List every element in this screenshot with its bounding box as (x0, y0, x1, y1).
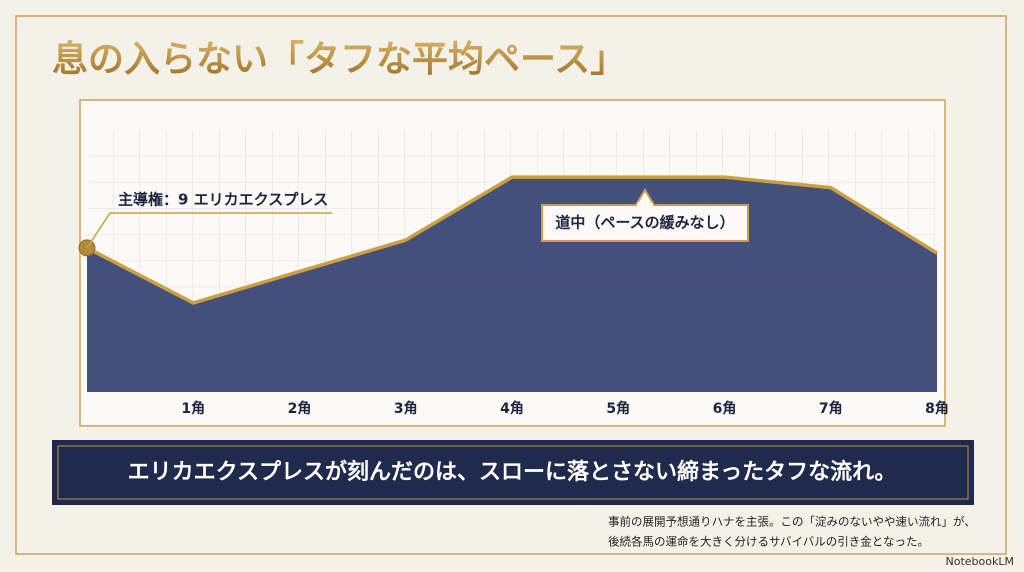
x-tick-label: 5角 (606, 400, 630, 417)
banner (52, 440, 974, 505)
x-tick-label: 3角 (394, 400, 418, 417)
annotation: 道中（ペースの緩みなし） (555, 214, 734, 232)
banner-text: エリカエクスプレスが刻んだのは、スローに落とさない締まったタフな流れ。 (128, 459, 897, 485)
watermark: NotebookLM (946, 555, 1014, 568)
x-tick-label: 4角 (500, 400, 524, 417)
annotation-box (541, 204, 749, 242)
x-tick-label: 7角 (819, 400, 843, 417)
pointer-mask (637, 203, 653, 207)
x-tick-label: 8角 (925, 400, 949, 417)
leader-line (86, 212, 111, 249)
x-tick-label: 1角 (181, 400, 205, 417)
banner-border (57, 445, 969, 500)
x-tick-label: 6角 (713, 400, 737, 417)
footnote: 事前の展開予想通りハナを主張。この「淀みのないやや速い流れ」が、 (608, 515, 976, 529)
line (86, 175, 938, 305)
title: 息の入らない「タフな平均ペース」 (52, 38, 626, 80)
x-tick-label: 2角 (288, 400, 312, 417)
footnote: 後続各馬の運命を大きく分けるサバイバルの引き金となった。 (608, 535, 929, 549)
annotation: 主導権：9 エリカエクスプレス (118, 191, 328, 209)
frame (15, 15, 1007, 555)
